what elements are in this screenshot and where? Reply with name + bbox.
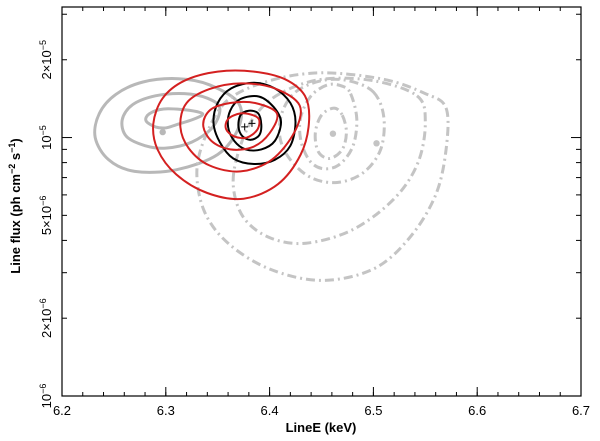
best-fit-dot-s0-0	[159, 128, 166, 136]
y-axis-title-mid: s	[8, 153, 23, 164]
contour-s3-level-0	[224, 112, 261, 140]
axis-ticks	[61, 7, 582, 397]
contour-s0-level-1	[120, 92, 222, 150]
x-tick-label: 6.3	[157, 403, 175, 418]
best-fit-dot-s1-0	[329, 130, 337, 137]
x-tick-label: 6.2	[53, 403, 71, 418]
contour-s2-level-2	[212, 81, 297, 166]
contour-s1-level-1	[298, 82, 359, 171]
x-tick-label: 6.7	[572, 403, 590, 418]
y-axis-title-suffix: )	[8, 138, 23, 142]
y-tick-exponent: −5	[38, 125, 48, 135]
contour-s3-level-3	[152, 69, 311, 201]
x-axis-title: LineE (keV)	[286, 420, 357, 435]
y-tick-mantissa: 2×10	[39, 309, 54, 338]
contour-s1-level-3	[231, 76, 427, 246]
y-axis-title-prefix: Line flux (ph cm	[8, 174, 23, 274]
y-tick-exponent: −6	[38, 196, 48, 206]
contour-s3-level-1	[202, 100, 279, 151]
y-tick-label: 2×10−6	[38, 298, 54, 338]
best-fit-cross-s3	[241, 123, 249, 131]
y-axis-title-exp1: −2	[7, 164, 17, 174]
contour-s1-level-4	[195, 71, 450, 282]
y-tick-mantissa: 2×10	[39, 50, 54, 79]
y-tick-mantissa: 5×10	[39, 206, 54, 235]
y-tick-label: 5×10−6	[38, 196, 54, 236]
y-tick-mantissa: 10	[39, 135, 54, 149]
y-axis-title-exp2: −1	[7, 143, 17, 153]
y-tick-label: 10−5	[38, 125, 54, 150]
y-tick-exponent: −6	[38, 384, 48, 394]
contour-s1-level-2	[277, 77, 386, 185]
best-fit-markers	[159, 119, 380, 147]
y-tick-exponent: −5	[38, 40, 48, 50]
contour-series-group	[93, 69, 450, 282]
best-fit-dot-s1-1	[373, 140, 380, 147]
contour-s2-level-0	[237, 109, 263, 141]
x-tick-label: 6.6	[468, 403, 486, 418]
y-tick-label: 10−6	[38, 384, 54, 409]
contour-s3-level-2	[179, 82, 302, 173]
y-tick-labels: 10−62×10−65×10−610−52×10−5	[38, 40, 54, 408]
x-tick-label: 6.5	[364, 403, 382, 418]
y-axis-title: Line flux (ph cm−2 s−1)	[7, 138, 23, 273]
y-tick-mantissa: 10	[39, 394, 54, 408]
x-tick-label: 6.4	[261, 403, 279, 418]
contour-s1-level-0	[313, 106, 348, 161]
contour-s0-level-2	[93, 77, 244, 174]
y-tick-label: 2×10−5	[38, 40, 54, 80]
contour-s2-level-1	[226, 95, 283, 152]
x-tick-labels: 6.2 6.3 6.4 6.5 6.6 6.7	[53, 403, 590, 418]
y-tick-exponent: −6	[38, 298, 48, 308]
plot-frame	[61, 6, 582, 397]
best-fit-cross-s2	[248, 119, 256, 127]
